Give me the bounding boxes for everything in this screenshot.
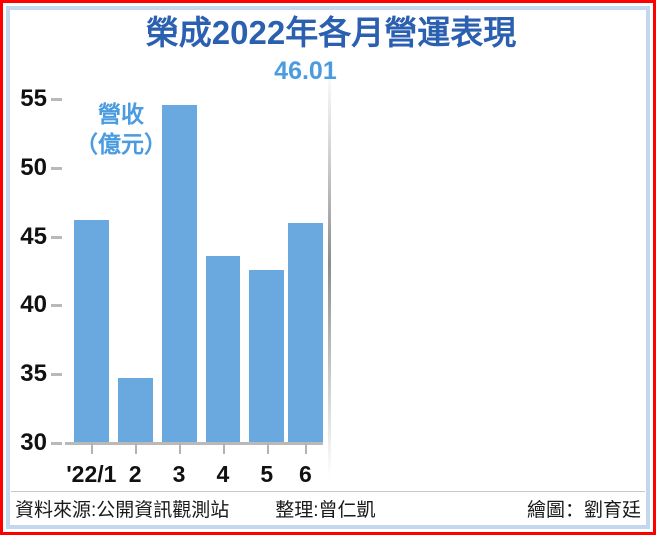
- revenue-ytick-mark-50: [51, 166, 62, 170]
- revenue-ytick-label-30: 30: [20, 429, 47, 456]
- revenue-xlabel-4: 4: [216, 461, 230, 487]
- revenue-xtick-4: [222, 443, 225, 454]
- revenue-ytick-label-35: 35: [20, 360, 47, 388]
- chart-divider: [328, 67, 331, 477]
- revenue-series-label-line-1: 營收: [98, 101, 144, 127]
- revenue-bar-6: [288, 222, 323, 443]
- revenue-xtick-3: [179, 443, 182, 454]
- revenue-axis-baseline: [65, 442, 323, 445]
- revenue-xlabel-1: '22/1: [66, 461, 117, 487]
- revenue-xlabel-6: 6: [299, 461, 312, 487]
- revenue-bar-2: [117, 378, 153, 443]
- revenue-ytick-label-50: 50: [20, 153, 47, 181]
- footer-source: 資料來源:公開資訊觀測站: [15, 499, 230, 521]
- revenue-chart: 營收 （億元） 30 35 40 45 50: [3, 3, 336, 532]
- revenue-xtick-6: [305, 443, 308, 454]
- revenue-series-label-line-2: （億元）: [75, 131, 167, 157]
- revenue-series-label: 營收 （億元）: [75, 99, 167, 159]
- revenue-ytick-label-55: 55: [20, 85, 47, 112]
- footer: 資料來源:公開資訊觀測站 整理:曾仁凱 繪圖：劉育廷: [11, 491, 645, 524]
- revenue-xlabel-2: 2: [128, 461, 142, 487]
- revenue-bar-4: [205, 255, 241, 443]
- eps-chart: 自結每股 稅前淨利 （元） -0.05 0 0.05 0.1: [333, 3, 653, 532]
- revenue-bar-3: [161, 104, 197, 443]
- revenue-bar-1: [74, 220, 109, 443]
- revenue-bar-5: [249, 269, 285, 443]
- revenue-ytick-mark-55: [51, 98, 62, 101]
- revenue-ytick-label-45: 45: [20, 222, 47, 250]
- revenue-value-label-6: 46.01: [274, 57, 337, 85]
- revenue-plot-area: 30 35 40 45 50 55: [20, 59, 336, 486]
- footer-editor: 整理:曾仁凱: [275, 499, 376, 521]
- revenue-xtick-group: [65, 443, 323, 455]
- revenue-xtick-1: [91, 443, 94, 454]
- footer-illustrator: 繪圖：劉育廷: [526, 499, 641, 521]
- revenue-xtick-5: [266, 443, 269, 454]
- revenue-ytick-mark-45: [51, 235, 62, 239]
- revenue-ytick-mark-40: [51, 304, 62, 308]
- revenue-ytick-mark-35: [51, 373, 62, 377]
- revenue-bar-group: [65, 99, 323, 443]
- revenue-ytick-label-40: 40: [20, 291, 47, 319]
- revenue-xlabel-3: 3: [172, 461, 186, 487]
- revenue-xtick-2: [135, 443, 138, 454]
- revenue-ytick-mark-30: [51, 442, 62, 445]
- revenue-xlabel-5: 5: [260, 461, 274, 487]
- page-title: 榮成2022年各月營運表現: [145, 14, 517, 51]
- revenue-xlabel-group: '22/1 2 3 4 5 6: [65, 463, 323, 493]
